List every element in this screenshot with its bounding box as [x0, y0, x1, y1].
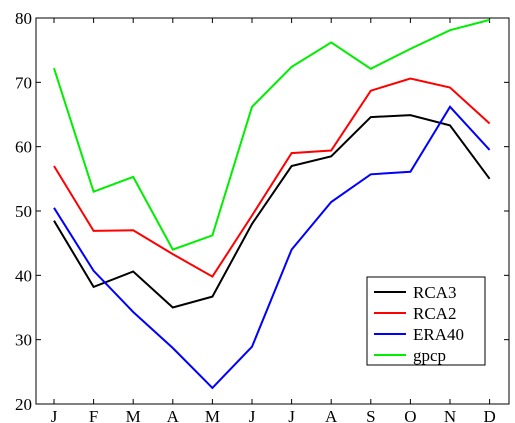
x-tick-label: J: [249, 407, 256, 423]
series-lines: [53, 18, 491, 390]
legend-label: ERA40: [413, 325, 464, 344]
legend-label: RCA3: [413, 283, 456, 302]
legend-label: gpcp: [413, 346, 446, 365]
legend-label: RCA2: [413, 304, 456, 323]
x-tick-label: O: [404, 407, 416, 423]
x-tick-label: S: [366, 407, 375, 423]
series-line-era40: [53, 105, 491, 390]
x-tick-label: N: [444, 407, 456, 423]
legend: RCA3 RCA2 ERA40 gpcp: [366, 276, 486, 366]
x-tick-label: D: [483, 407, 495, 423]
y-tick-label: 50: [15, 202, 32, 221]
series-line-rca2: [53, 77, 491, 278]
series-line-rca3: [53, 114, 491, 309]
x-tick-label: A: [325, 407, 338, 423]
x-tick-label: M: [205, 407, 220, 423]
y-tick-label: 80: [15, 9, 32, 28]
x-tick-label: A: [167, 407, 180, 423]
x-tick-label: F: [89, 407, 98, 423]
series-line-gpcp: [53, 18, 490, 251]
y-tick-label: 70: [15, 73, 32, 92]
y-tick-label: 20: [15, 395, 32, 414]
x-tick-label: J: [288, 407, 295, 423]
y-tick-label: 60: [15, 138, 32, 157]
y-tick-label: 40: [15, 266, 32, 285]
y-axis: 20 30 40 50 60 70 80: [15, 9, 509, 414]
x-tick-label: J: [51, 407, 58, 423]
x-tick-label: M: [126, 407, 141, 423]
y-tick-label: 30: [15, 331, 32, 350]
